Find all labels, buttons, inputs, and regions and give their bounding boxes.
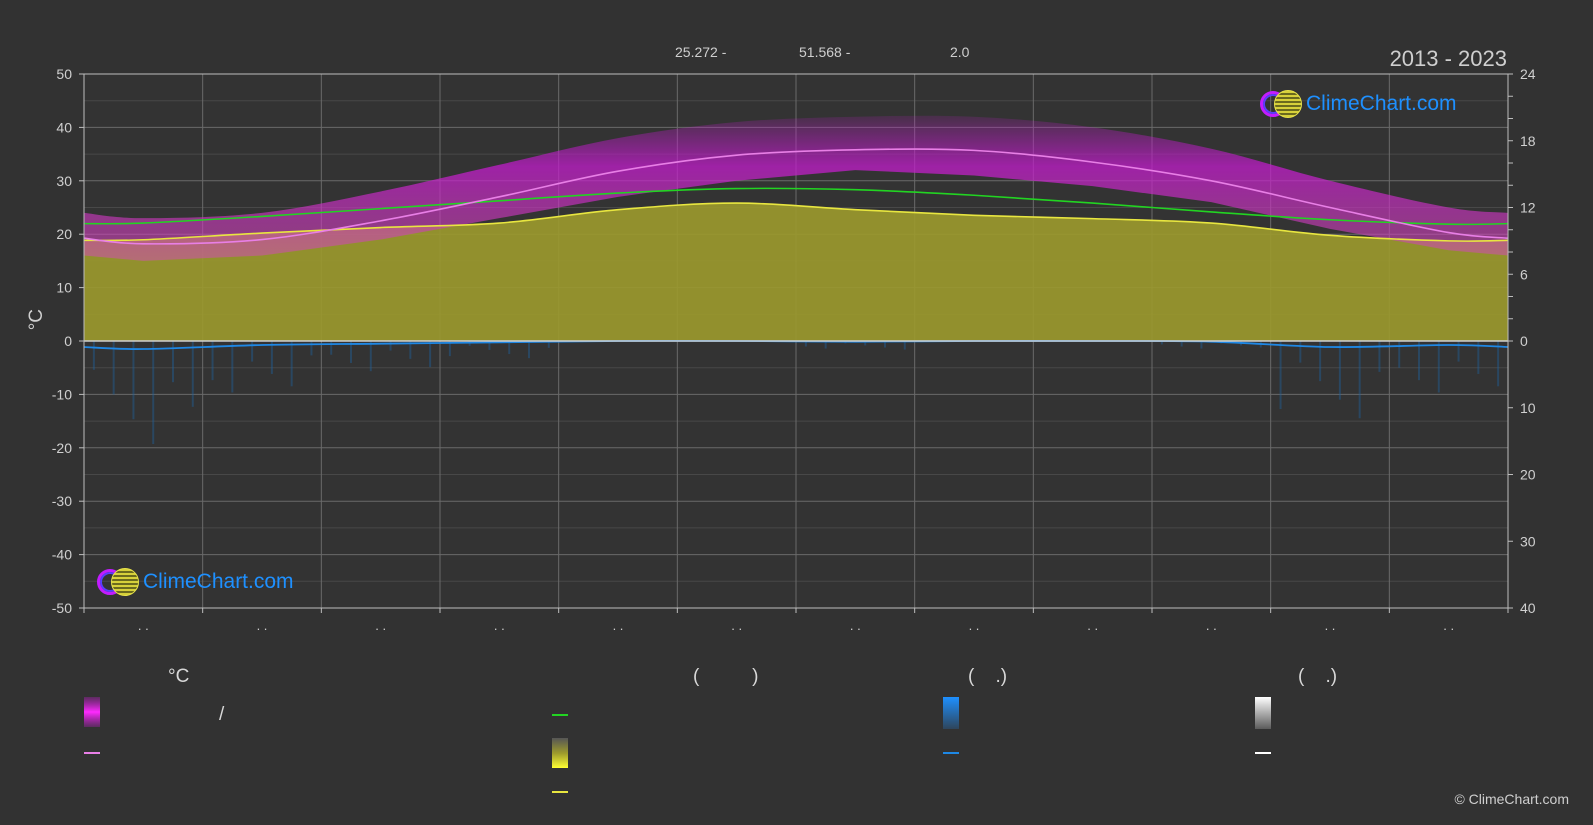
month-label: . . (375, 618, 386, 633)
right-tick-label-hours: 0 (1520, 333, 1528, 349)
legend-swatch-precip (943, 697, 959, 729)
left-tick-label: -10 (52, 386, 72, 402)
right-tick-label-precip: 20 (1520, 467, 1536, 483)
right-tick-label-hours: 18 (1520, 133, 1536, 149)
series-lines (83, 148, 1509, 350)
longitude-label: 51.568 - (799, 44, 851, 60)
left-tick-label: 20 (56, 226, 72, 242)
latitude-label: 25.272 - (675, 44, 727, 60)
legend-header-sun: ( ) (693, 666, 759, 687)
month-label: . . (257, 618, 268, 633)
month-label: . . (731, 618, 742, 633)
left-axis-label: °C (26, 309, 47, 330)
right-tick-label-hours: 24 (1520, 66, 1536, 82)
left-tick-label: -50 (52, 600, 72, 616)
brand-logo-top: ClimeChart.com (1260, 90, 1457, 118)
sunshine-line (83, 202, 1509, 242)
year-range: 2013 - 2023 (1389, 46, 1507, 71)
logo-sun-icon (111, 568, 139, 596)
max-temp-line (83, 148, 1509, 245)
left-tick-label: 30 (56, 173, 72, 189)
right-tick-label-hours: 12 (1520, 200, 1536, 216)
brand-name: ClimeChart.com (143, 570, 294, 593)
legend-slash: / (219, 704, 225, 725)
legend-swatch-temp-range (84, 697, 100, 727)
sunshine-area (84, 203, 1508, 341)
month-label: . . (1325, 618, 1336, 633)
logo-sun-icon (1274, 90, 1302, 118)
right-tick-label-hours: 6 (1520, 266, 1528, 282)
month-label: . . (1443, 618, 1454, 633)
legend-header-temperature: °C (168, 666, 190, 687)
left-tick-label: 10 (56, 280, 72, 296)
right-tick-label-precip: 10 (1520, 400, 1536, 416)
left-tick-label: 40 (56, 119, 72, 135)
elevation-label: 2.0 (950, 44, 970, 60)
legend-swatch-sunshine (552, 738, 568, 768)
left-tick-label: -40 (52, 547, 72, 563)
brand-logo-bottom: ClimeChart.com (97, 568, 294, 596)
left-tick-label: -20 (52, 440, 72, 456)
axes: 50 40 30 20 10 0 -10 -20 -30 -40 -50 °C 24 18 12 6 0 10 20… (26, 66, 1536, 633)
temp-range-band (84, 115, 1508, 261)
month-label: . . (138, 618, 149, 633)
month-label: . . (613, 618, 624, 633)
right-tick-label-precip: 30 (1520, 533, 1536, 549)
copyright: © ClimeChart.com (1454, 791, 1569, 807)
right-tick-label-precip: 40 (1520, 600, 1536, 616)
month-label: . . (1206, 618, 1217, 633)
month-label: . . (494, 618, 505, 633)
brand-name: ClimeChart.com (1306, 92, 1457, 115)
left-tick-label: -30 (52, 493, 72, 509)
left-tick-label: 50 (56, 66, 72, 82)
legend-swatch-snow (1255, 697, 1271, 729)
month-label: . . (969, 618, 980, 633)
left-tick-label: 0 (64, 333, 72, 349)
daylight-line (83, 187, 1509, 226)
temperature-band (84, 115, 1508, 444)
legend-header-snow: ( .) (1298, 666, 1338, 687)
month-label: . . (850, 618, 861, 633)
legend-swatches (84, 697, 1271, 793)
legend-header-precip: ( .) (968, 666, 1008, 687)
month-label: . . (1087, 618, 1098, 633)
